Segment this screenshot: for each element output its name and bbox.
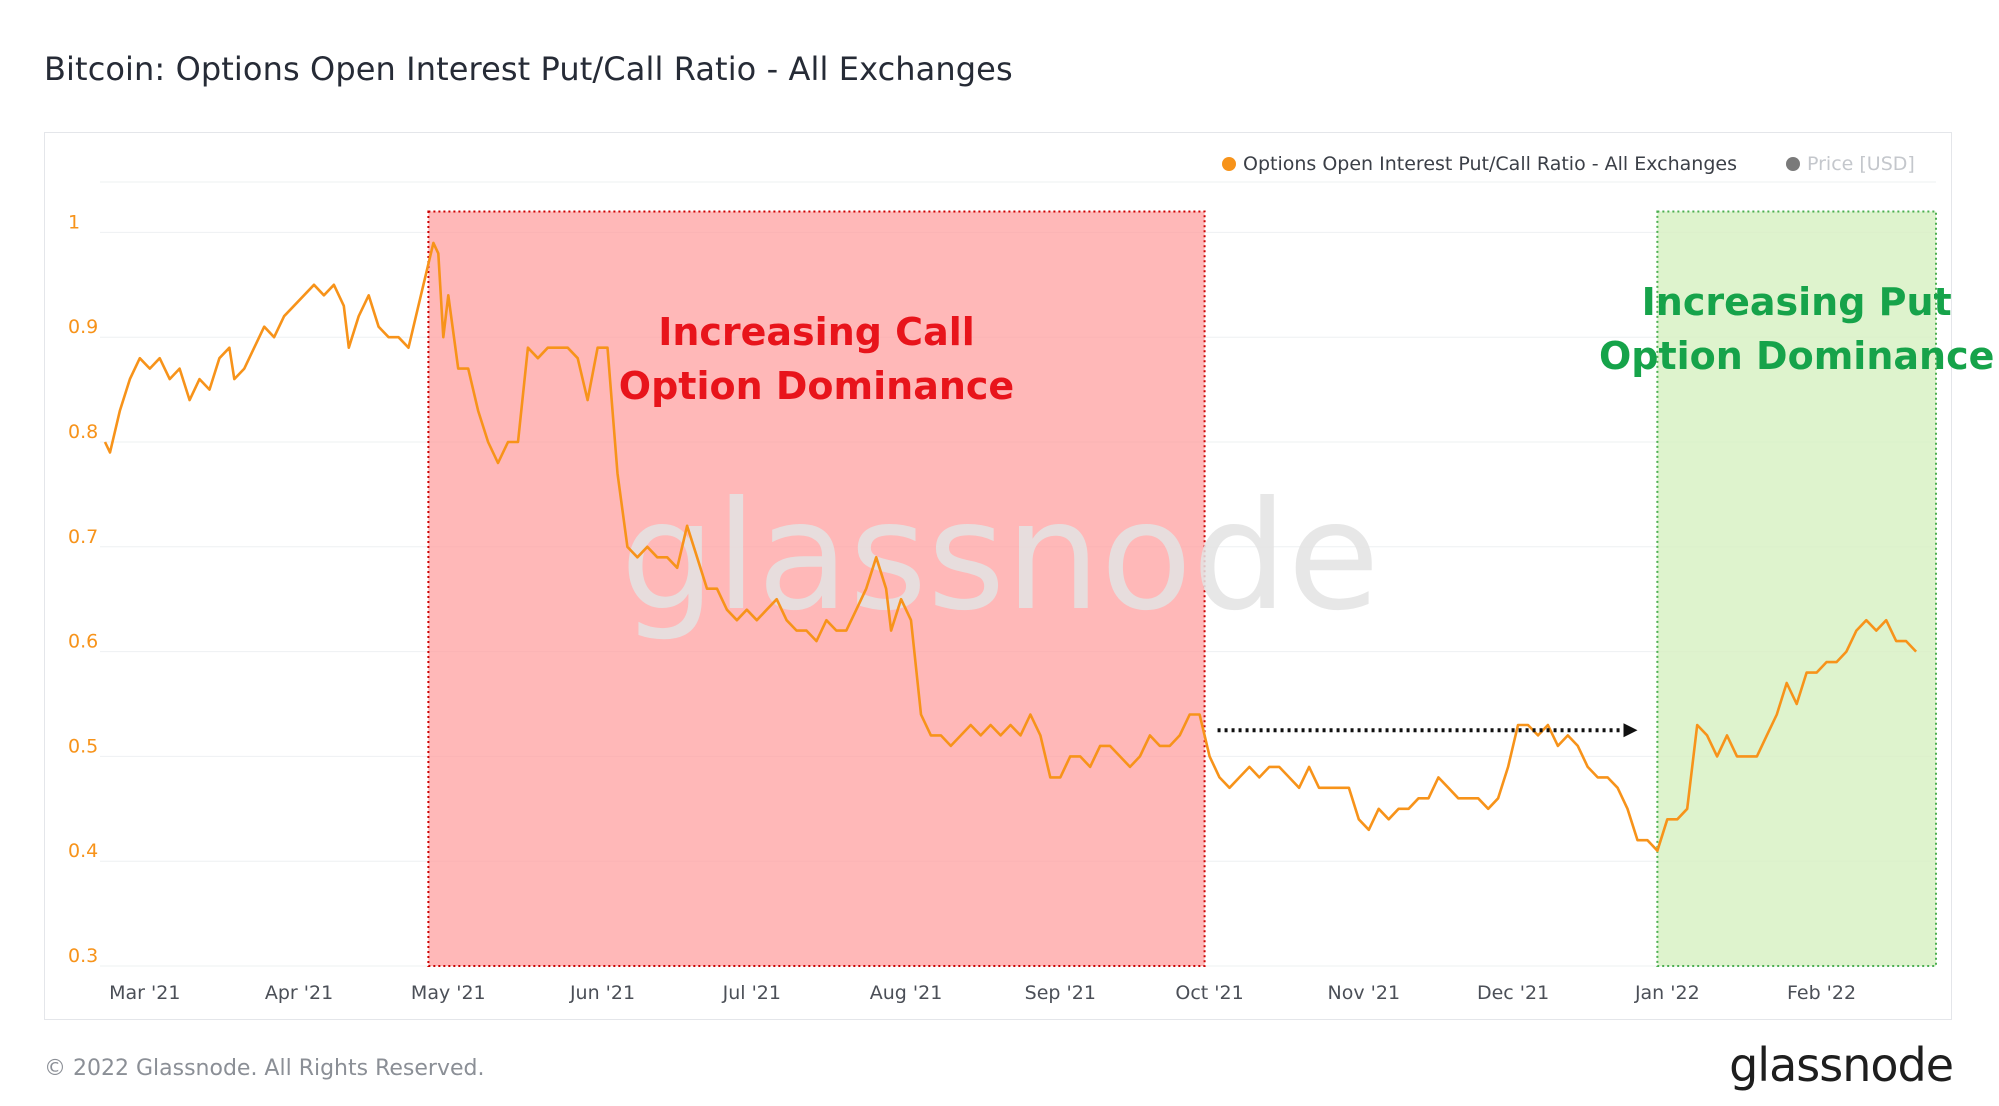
arrow-head bbox=[1623, 723, 1638, 738]
call-dominance-label: Option Dominance bbox=[619, 364, 1014, 408]
call-dominance-label: Increasing Call bbox=[658, 310, 975, 354]
put-dominance-label: Option Dominance bbox=[1599, 334, 1994, 378]
x-tick-label: Oct '21 bbox=[1175, 982, 1243, 1004]
x-tick-label: Feb '22 bbox=[1787, 982, 1856, 1004]
x-tick-label: Jul '21 bbox=[722, 982, 781, 1004]
annotation-arrow bbox=[1217, 723, 1638, 738]
watermark-text: glassnode bbox=[620, 470, 1379, 644]
x-tick-label: Jun '21 bbox=[569, 982, 635, 1004]
glassnode-logo[interactable]: glassnode bbox=[1729, 1038, 1954, 1092]
x-tick-label: Sep '21 bbox=[1025, 982, 1096, 1004]
legend-dot-price bbox=[1786, 157, 1800, 171]
put-dominance-region bbox=[1656, 210, 1937, 967]
y-tick-label: 0.4 bbox=[68, 840, 98, 862]
x-tick-label: Dec '21 bbox=[1477, 982, 1549, 1004]
x-axis: Mar '21 Apr '21 May '21 Jun '21 Jul '21 Aug '… bbox=[109, 982, 1856, 1004]
x-tick-label: May '21 bbox=[411, 982, 486, 1004]
call-dominance-region bbox=[427, 210, 1206, 967]
y-axis: 0.3 0.4 0.5 0.6 0.7 0.8 0.9 1 bbox=[68, 211, 98, 967]
x-tick-label: Aug '21 bbox=[870, 982, 943, 1004]
series-line-put-call-ratio bbox=[103, 241, 1918, 852]
annotation-regions bbox=[427, 210, 1937, 967]
series-group bbox=[103, 241, 1918, 852]
y-tick-label: 0.6 bbox=[68, 631, 98, 653]
y-tick-label: 1 bbox=[68, 211, 80, 233]
x-tick-label: Nov '21 bbox=[1328, 982, 1401, 1004]
chart-frame bbox=[44, 132, 1952, 1020]
chart-title: Bitcoin: Options Open Interest Put/Call … bbox=[44, 50, 1013, 88]
copyright-text: © 2022 Glassnode. All Rights Reserved. bbox=[44, 1056, 485, 1081]
x-tick-label: Jan '22 bbox=[1634, 982, 1700, 1004]
y-tick-label: 0.8 bbox=[68, 421, 98, 443]
legend-item-price[interactable]: Price [USD] bbox=[1786, 153, 1915, 175]
annotation-labels: Increasing Call Option Dominance Increasin… bbox=[619, 280, 1995, 408]
legend-dot-ratio bbox=[1222, 157, 1236, 171]
legend-item-ratio[interactable]: Options Open Interest Put/Call Ratio - A… bbox=[1222, 153, 1737, 175]
y-tick-label: 0.9 bbox=[68, 316, 98, 338]
y-tick-label: 0.3 bbox=[68, 945, 98, 967]
legend-label-ratio: Options Open Interest Put/Call Ratio - A… bbox=[1243, 153, 1737, 175]
y-tick-label: 0.5 bbox=[68, 735, 98, 757]
put-dominance-label: Increasing Put bbox=[1642, 280, 1952, 324]
y-tick-label: 0.7 bbox=[68, 526, 98, 548]
x-tick-label: Apr '21 bbox=[265, 982, 333, 1004]
x-tick-label: Mar '21 bbox=[109, 982, 180, 1004]
legend-label-price: Price [USD] bbox=[1807, 153, 1915, 175]
